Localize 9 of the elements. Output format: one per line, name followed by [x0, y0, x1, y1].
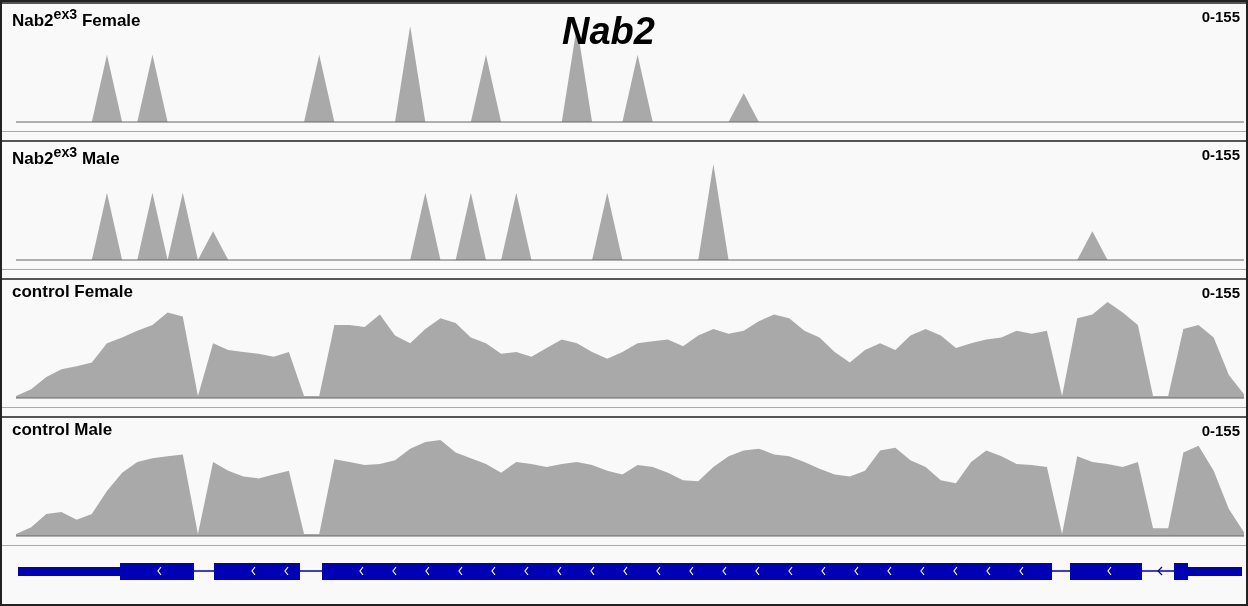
- text: 0-155: [1201, 8, 1240, 25]
- chart-title: control Female: [12, 282, 133, 302]
- text: 0-155: [1201, 422, 1240, 439]
- chart-title: Nab2$^{ex3}$ Male: [12, 144, 120, 169]
- annotation: Nab2: [562, 10, 655, 53]
- text: 0-155: [1201, 146, 1240, 163]
- chart-title: Nab2$^{ex3}$ Female: [12, 6, 141, 31]
- chart-title: control Male: [12, 420, 113, 440]
- text: 0-155: [1201, 284, 1240, 301]
